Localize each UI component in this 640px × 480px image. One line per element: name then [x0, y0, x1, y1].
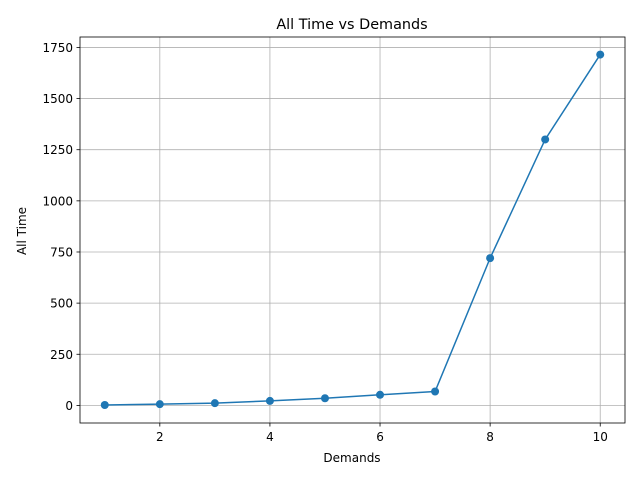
- data-point: [596, 50, 605, 59]
- y-tick-label: 1750: [42, 41, 73, 55]
- y-tick-label: 0: [65, 399, 73, 413]
- y-tick-label: 250: [50, 348, 73, 362]
- data-point: [100, 400, 109, 409]
- series-line: [104, 54, 601, 406]
- data-point: [210, 399, 219, 408]
- data-point: [431, 387, 440, 396]
- data-point: [376, 390, 385, 399]
- series-layer: [100, 50, 605, 409]
- data-point: [320, 394, 329, 403]
- x-axis-label: Demands: [323, 451, 380, 465]
- grid-lines: [80, 37, 625, 423]
- y-tick-label: 1500: [42, 92, 73, 106]
- y-tick-label: 750: [50, 245, 73, 259]
- plot-area-frame: [79, 36, 626, 424]
- data-point: [265, 396, 274, 405]
- data-point: [541, 135, 550, 144]
- x-tick-label: 10: [593, 430, 608, 444]
- y-tick-label: 1000: [42, 194, 73, 208]
- x-tick-label: 8: [486, 430, 494, 444]
- x-tick-label: 6: [376, 430, 384, 444]
- data-point: [155, 400, 164, 409]
- y-axis-label: All Time: [15, 207, 29, 255]
- data-point: [486, 254, 495, 263]
- chart-title: All Time vs Demands: [276, 17, 427, 33]
- y-tick-label: 1250: [42, 143, 73, 157]
- axis-ticks: 2 4 6 8 10 0 250 500 750 1000 1250 1500 1750: [42, 41, 607, 444]
- x-tick-label: 4: [266, 430, 274, 444]
- x-tick-label: 2: [156, 430, 164, 444]
- y-tick-label: 500: [50, 297, 73, 311]
